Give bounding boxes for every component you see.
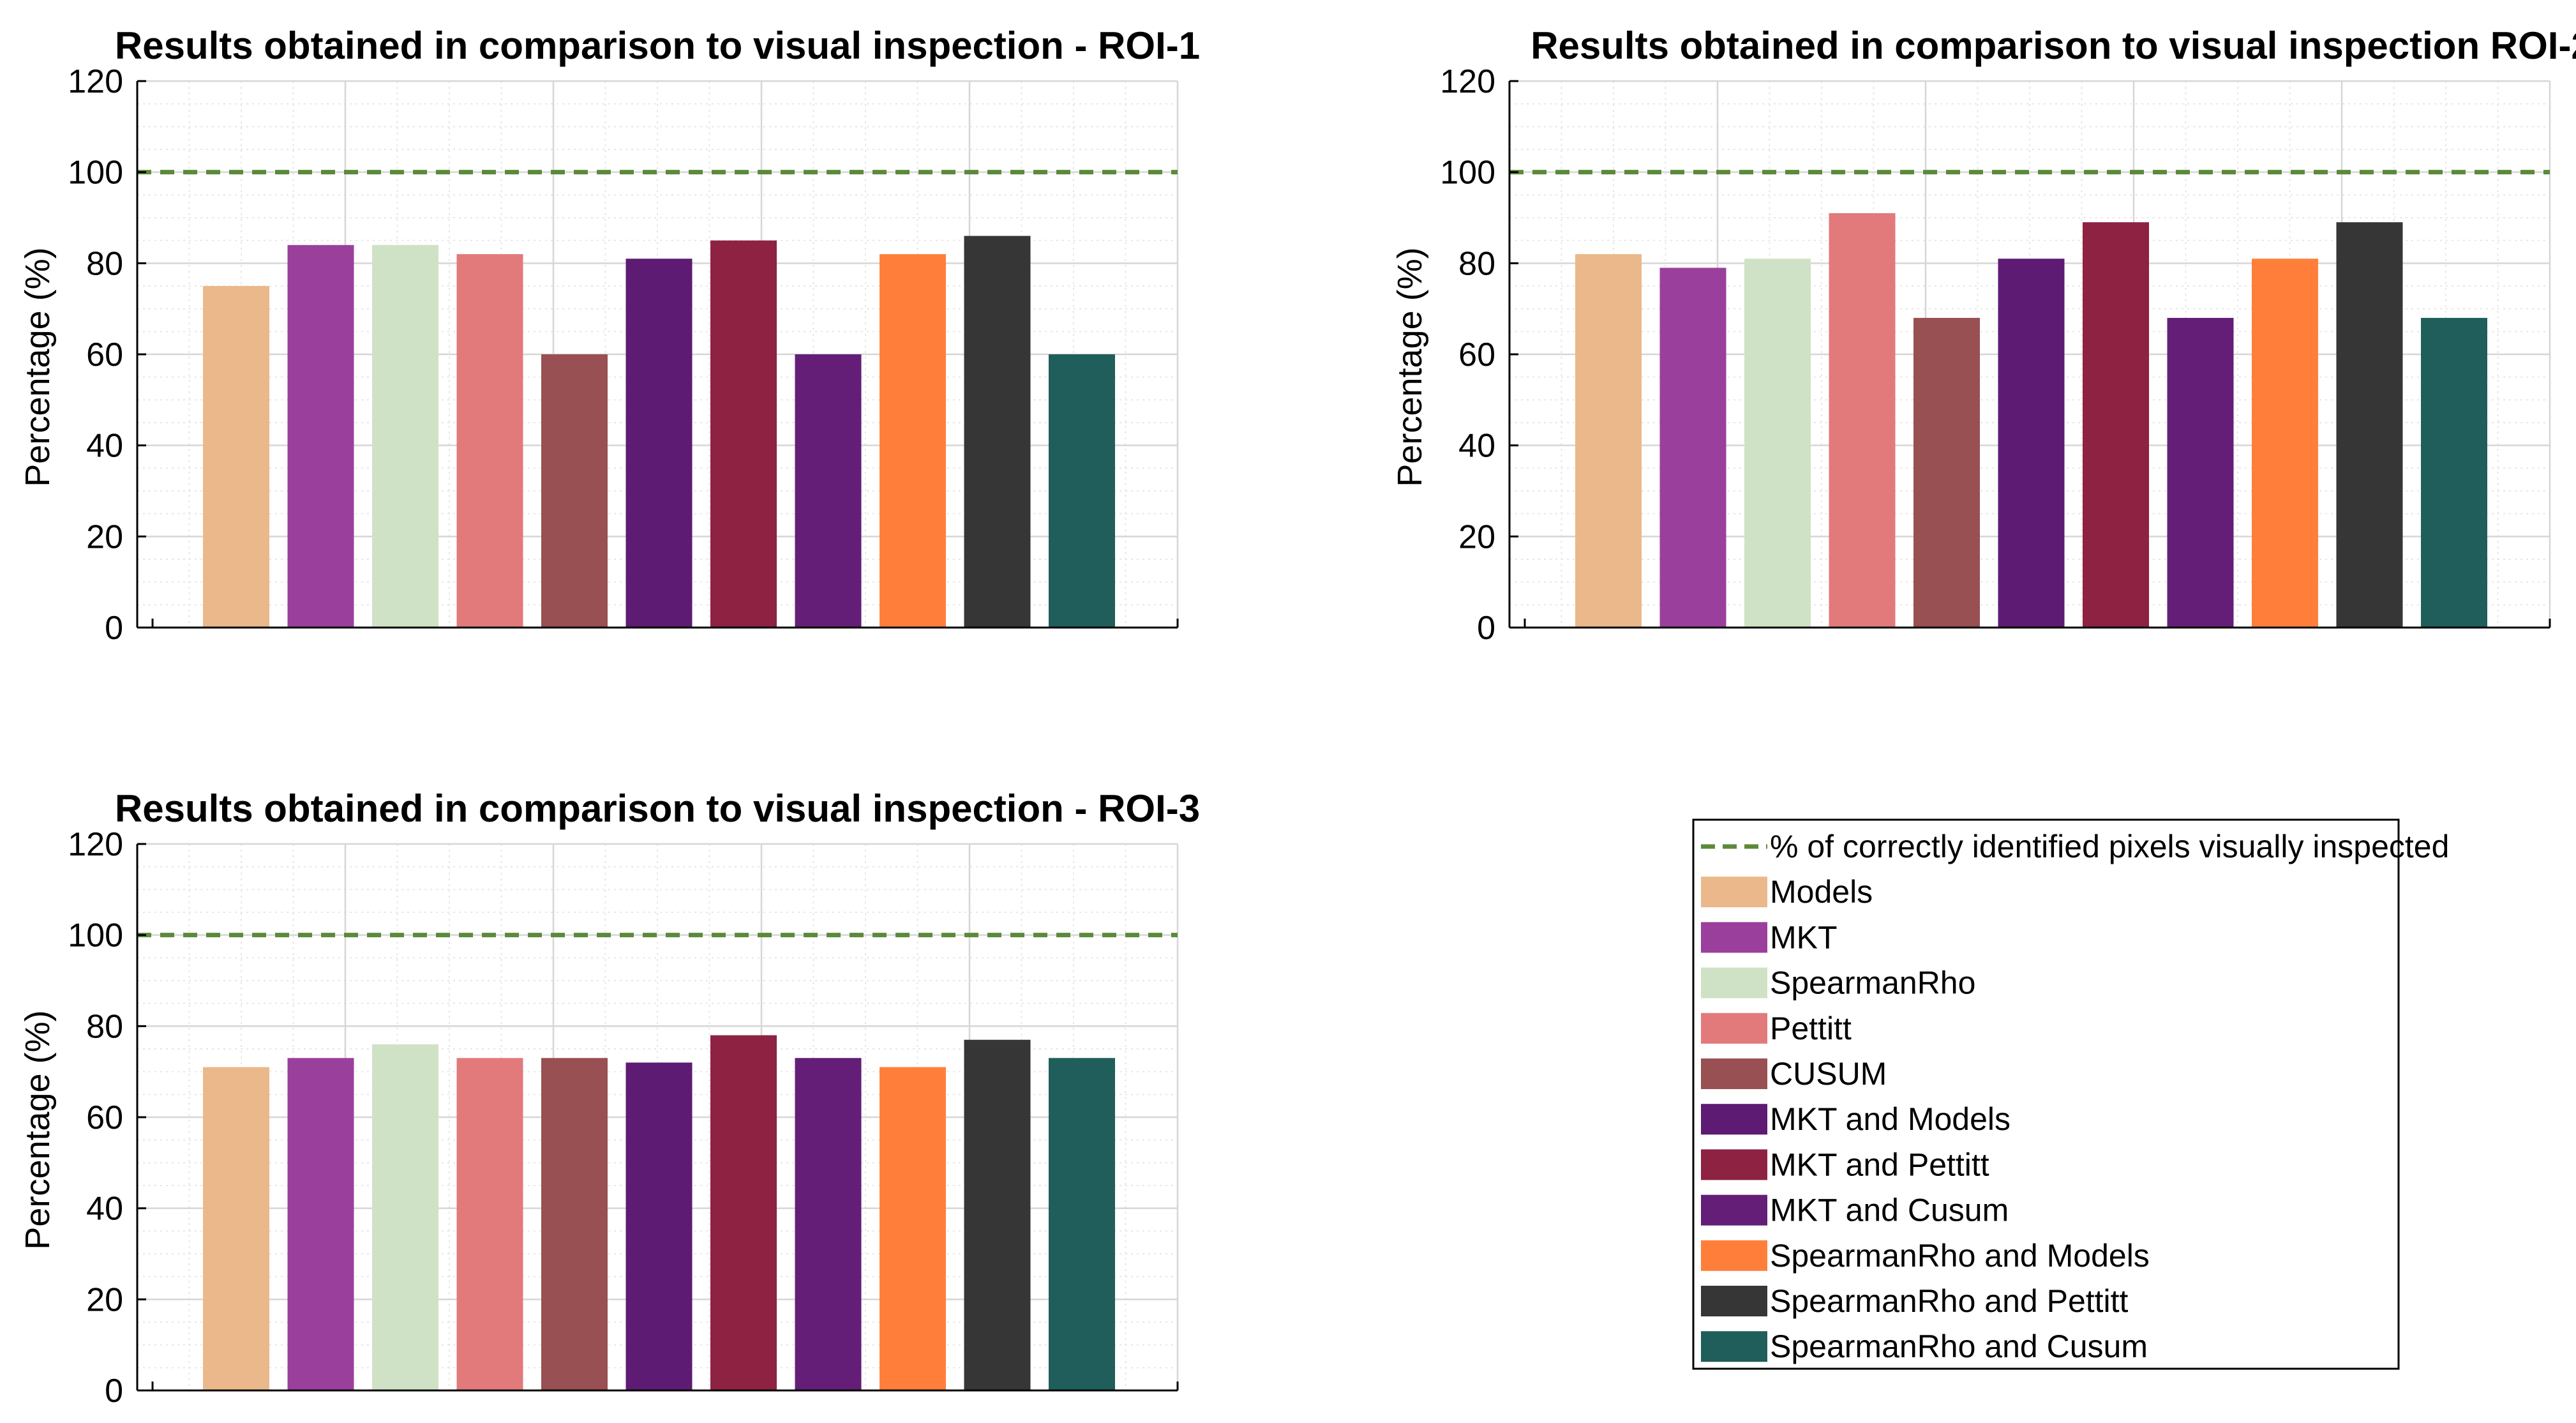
bar-3 (372, 1044, 438, 1390)
chart-roi-3: 0 20 40 60 80 100 120 Percentage (%) Results obt… (19, 787, 1200, 1410)
y-tick-label: 120 (68, 826, 123, 863)
legend-label-10: SpearmanRho and Pettitt (1770, 1283, 2129, 1319)
y-tick-label: 40 (86, 1191, 123, 1228)
legend-label-7: MKT and Pettitt (1770, 1147, 1989, 1182)
bar-9 (880, 1067, 946, 1390)
legend-swatch-9 (1701, 1240, 1767, 1271)
bar-2 (1659, 267, 1726, 628)
legend-label-3: SpearmanRho (1770, 965, 1975, 1001)
chart-panels: 0 20 40 60 80 100 120 Percentage (%) Results obt… (19, 24, 2576, 1410)
y-tick-label: 0 (105, 1373, 123, 1410)
bar-5 (541, 1058, 608, 1390)
legend: % of correctly identified pixels visuall… (1692, 818, 2449, 1370)
bar-3 (372, 245, 438, 628)
bar-6 (625, 259, 693, 628)
y-tick-label: 0 (1477, 610, 1495, 647)
y-tick-label: 120 (1440, 63, 1495, 100)
legend-swatch-5 (1701, 1058, 1767, 1089)
bar-2 (287, 1058, 354, 1390)
chart-roi-2: 0 20 40 60 80 100 120 Percentage (%) Results obt… (1391, 24, 2576, 647)
bar-5 (1913, 317, 1980, 628)
legend-label-4: Pettitt (1770, 1011, 1852, 1046)
y-tick-label: 20 (86, 518, 123, 555)
y-tick-label: 40 (86, 428, 123, 465)
legend-swatch-10 (1701, 1286, 1767, 1316)
legend-label-8: MKT and Cusum (1770, 1193, 2009, 1228)
y-tick-label: 100 (1440, 154, 1495, 192)
bar-10 (964, 236, 1031, 628)
bar-7 (2083, 222, 2149, 628)
bar-10 (2336, 222, 2403, 628)
y-axis-label: Percentage (%) (1391, 247, 1429, 486)
bar-4 (1829, 213, 1896, 628)
legend-swatch-7 (1701, 1149, 1767, 1180)
bar-8 (795, 1058, 862, 1390)
bar-4 (456, 254, 523, 628)
y-tick-label: 60 (86, 1099, 123, 1136)
y-tick-label: 100 (68, 917, 123, 954)
legend-label-2: MKT (1770, 919, 1838, 955)
bar-11 (1049, 1058, 1115, 1390)
bar-7 (710, 240, 777, 628)
bar-5 (541, 354, 608, 628)
bar-4 (456, 1058, 523, 1390)
bar-8 (2167, 317, 2234, 628)
y-tick-label: 80 (86, 1008, 123, 1045)
y-tick-label: 20 (1458, 518, 1495, 555)
y-tick-label: 60 (86, 336, 123, 373)
y-tick-label: 40 (1458, 428, 1495, 465)
chart-title: Results obtained in comparison to visual… (1531, 24, 2576, 67)
bar-6 (625, 1062, 693, 1390)
legend-line-label: % of correctly identified pixels visuall… (1770, 829, 2449, 864)
y-tick-label: 60 (1458, 336, 1495, 373)
legend-box (1692, 818, 2400, 1370)
y-axis-label: Percentage (%) (19, 247, 57, 486)
legend-label-5: CUSUM (1770, 1056, 1887, 1092)
legend-swatch-4 (1701, 1013, 1767, 1044)
bar-11 (1049, 354, 1115, 628)
bar-9 (2252, 259, 2318, 628)
legend-label-6: MKT and Models (1770, 1101, 2011, 1137)
legend-label-1: Models (1770, 874, 1873, 910)
bar-6 (1998, 259, 2065, 628)
y-tick-label: 0 (105, 610, 123, 647)
bar-1 (203, 286, 269, 628)
bar-1 (203, 1067, 269, 1390)
y-tick-label: 100 (68, 154, 123, 192)
legend-swatch-11 (1701, 1331, 1767, 1362)
y-tick-label: 120 (68, 63, 123, 100)
legend-swatch-1 (1701, 877, 1767, 908)
y-tick-label: 80 (1458, 245, 1495, 282)
y-tick-label: 80 (86, 245, 123, 282)
legend-swatch-8 (1701, 1194, 1767, 1226)
bar-9 (880, 254, 946, 628)
bar-2 (287, 245, 354, 628)
legend-swatch-3 (1701, 967, 1767, 998)
legend-label-9: SpearmanRho and Models (1770, 1238, 2150, 1274)
bar-1 (1575, 254, 1642, 628)
chart-roi-1: 0 20 40 60 80 100 120 Percentage (%) Results obt… (19, 24, 1200, 647)
legend-label-11: SpearmanRho and Cusum (1770, 1329, 2148, 1364)
bar-11 (2421, 317, 2487, 628)
bar-8 (795, 354, 862, 628)
y-axis-label: Percentage (%) (19, 1010, 57, 1249)
bar-7 (710, 1035, 777, 1390)
chart-title: Results obtained in comparison to visual… (115, 24, 1200, 67)
bar-3 (1744, 259, 1811, 628)
y-tick-label: 20 (86, 1281, 123, 1318)
bar-10 (964, 1039, 1031, 1390)
chart-title: Results obtained in comparison to visual… (115, 787, 1200, 830)
legend-swatch-6 (1701, 1104, 1767, 1135)
legend-swatch-2 (1701, 922, 1767, 953)
